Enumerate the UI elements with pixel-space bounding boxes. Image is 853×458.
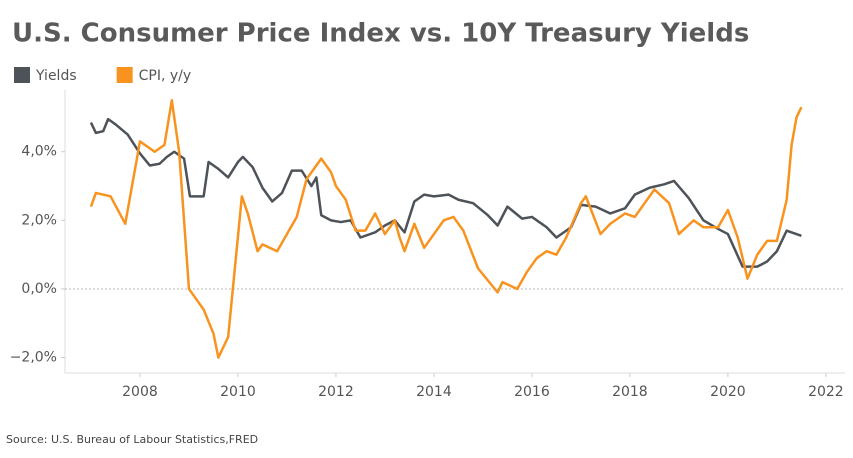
y-tick-label: 4,0% (21, 144, 57, 160)
legend-label: CPI, y/y (139, 68, 192, 84)
source-note: Source: U.S. Bureau of Labour Statistics… (6, 433, 258, 446)
x-tick-label: 2014 (416, 384, 452, 400)
x-tick-label: 2010 (220, 384, 256, 400)
line-series (89, 99, 803, 359)
x-tick-label: 2016 (514, 384, 550, 400)
x-tick-label: 2022 (808, 384, 844, 400)
legend-swatch (116, 67, 133, 83)
line-series (89, 117, 802, 268)
x-tick-label: 2012 (318, 384, 354, 400)
x-tick-label: 2018 (612, 384, 648, 400)
y-tick-label: 2,0% (21, 212, 57, 228)
x-tick-label: 2008 (122, 384, 158, 400)
chart-title: U.S. Consumer Price Index vs. 10Y Treasu… (12, 19, 749, 49)
legend-label: Yields (35, 68, 77, 84)
y-tick-label: −2,0% (10, 350, 57, 366)
x-tick-label: 2020 (710, 384, 746, 400)
legend-swatch (14, 67, 30, 83)
y-tick-label: 0,0% (21, 281, 57, 297)
